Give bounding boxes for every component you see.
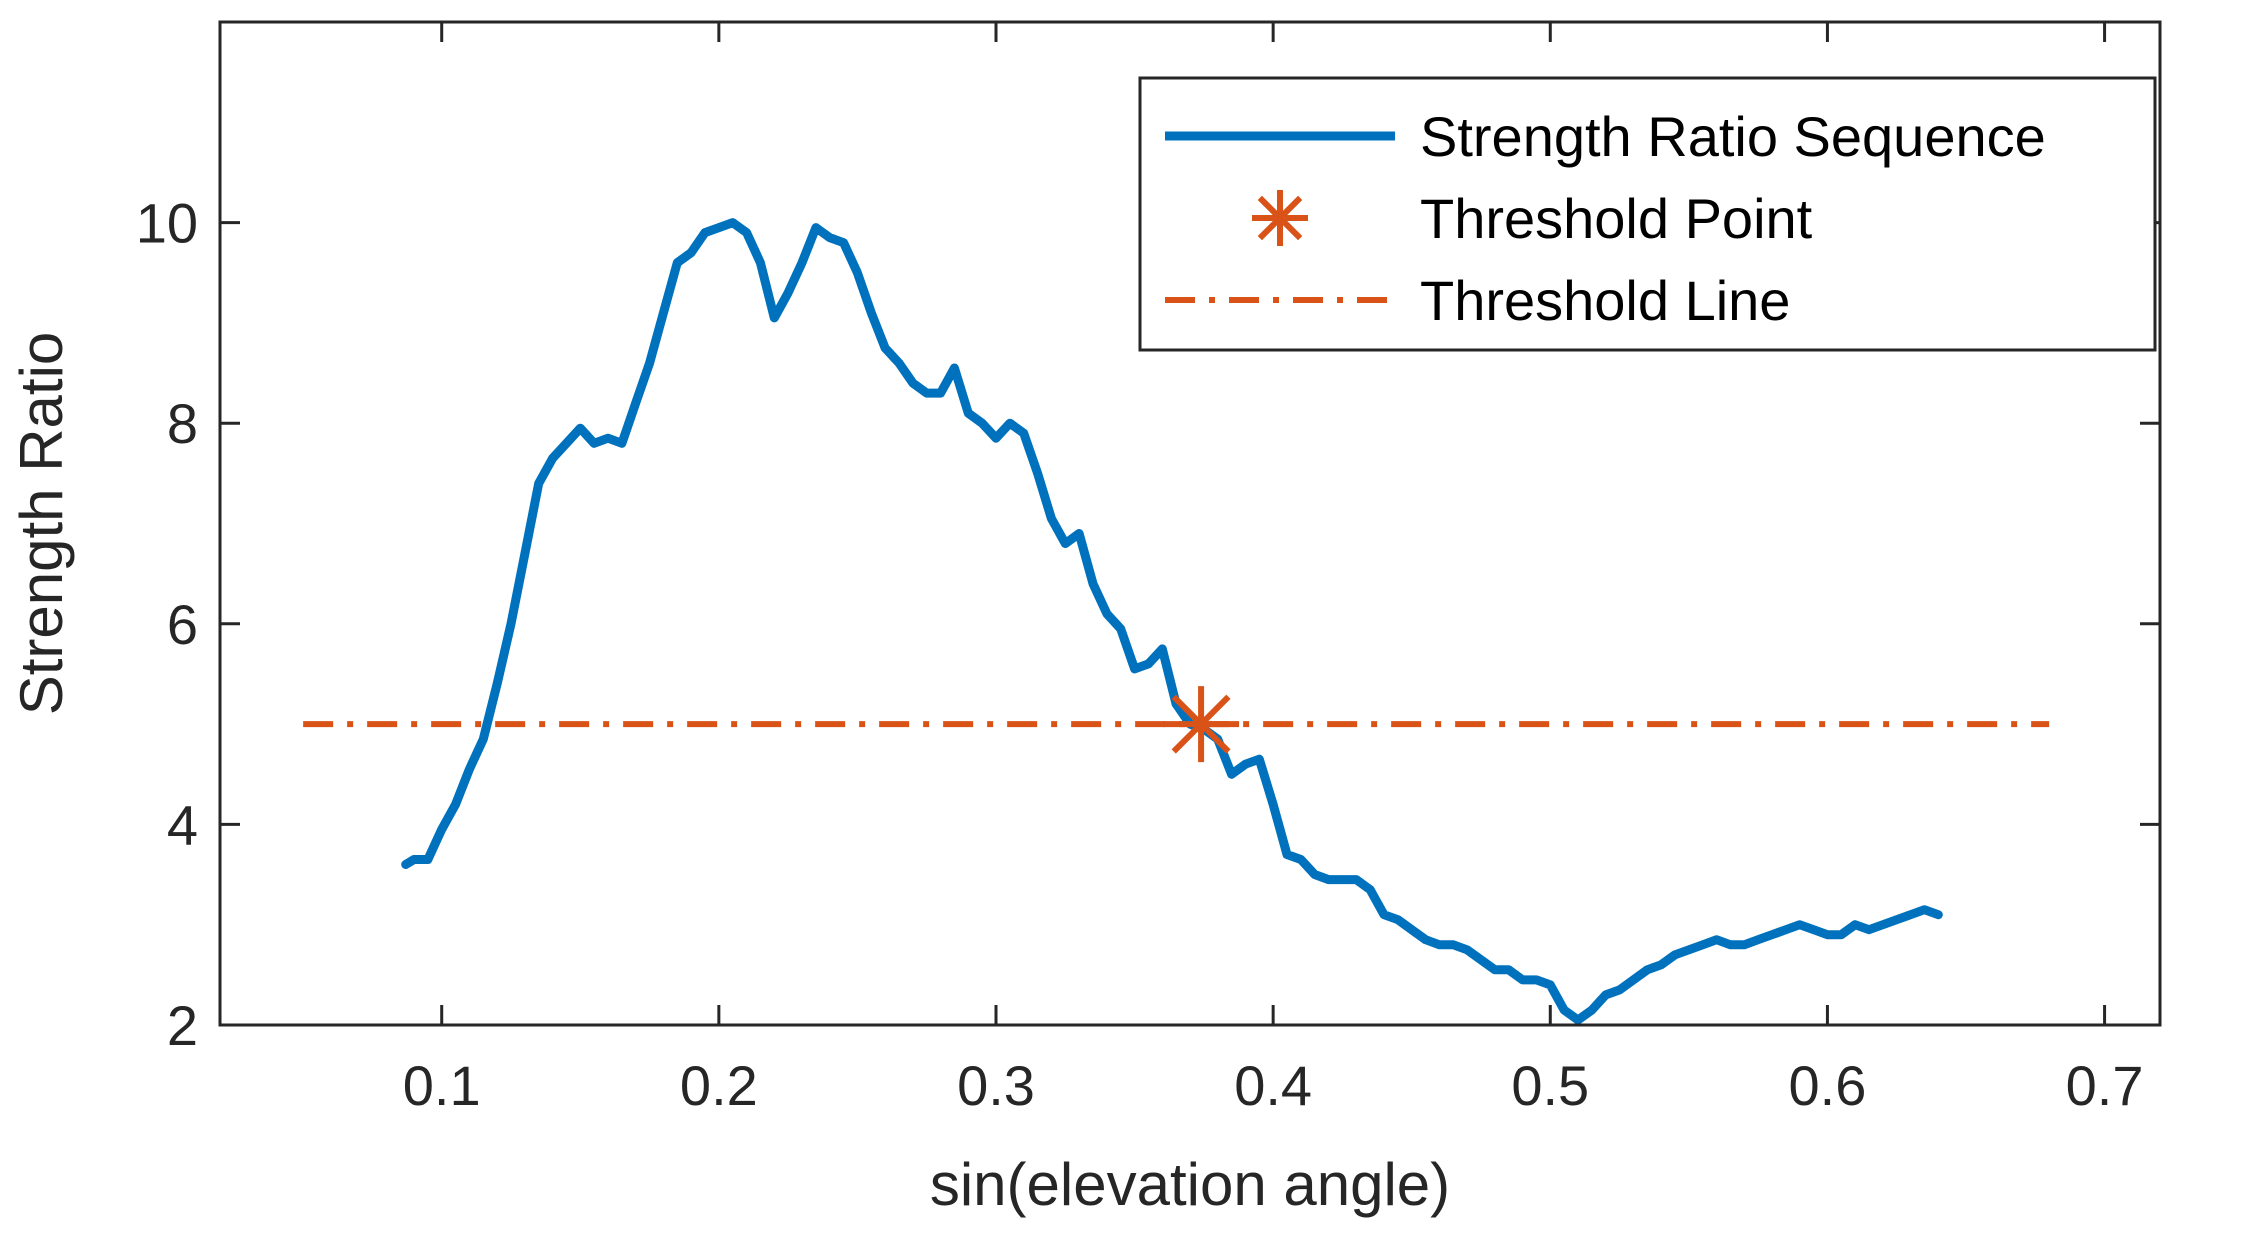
asterisk-stroke [1171,694,1231,754]
y-axis-label: Strength Ratio [8,332,75,716]
y-tick-label: 8 [167,392,198,455]
x-tick-label: 0.3 [957,1054,1035,1117]
axes-box [218,20,2162,1027]
y-tick-label: 6 [167,593,198,656]
legend-box [1138,76,2157,352]
axis-ticks: 0.1 0.2 0.3 0.4 0.5 0.6 0.7 2 4 6 8 10 [136,22,2160,1117]
legend-label-threshold-line: Threshold Line [1420,269,1790,332]
legend-label-strength-ratio-sequence: Strength Ratio Sequence [1420,105,2046,168]
legend-label-threshold-point: Threshold Point [1420,187,1813,250]
asterisk-stroke [1257,195,1303,241]
strength-ratio-line [401,218,1943,1025]
y-tick-label: 10 [136,192,198,255]
legend: Strength Ratio Sequence Threshold Point … [1138,76,2157,352]
x-tick-label: 0.2 [680,1054,758,1117]
x-tick-label: 0.7 [2066,1054,2144,1117]
y-tick-label: 4 [167,793,198,856]
x-axis-label: sin(elevation angle) [930,1151,1450,1218]
legend-asterisk [1252,190,1308,246]
series-layer [303,218,2050,1025]
threshold-point-marker [1163,686,1240,763]
x-tick-label: 0.1 [403,1054,481,1117]
x-tick-label: 0.6 [1788,1054,1866,1117]
legend-swatch-threshold-point [1252,190,1308,246]
x-tick-label: 0.4 [1234,1054,1312,1117]
x-tick-label: 0.5 [1511,1054,1589,1117]
y-tick-label: 2 [167,994,198,1057]
